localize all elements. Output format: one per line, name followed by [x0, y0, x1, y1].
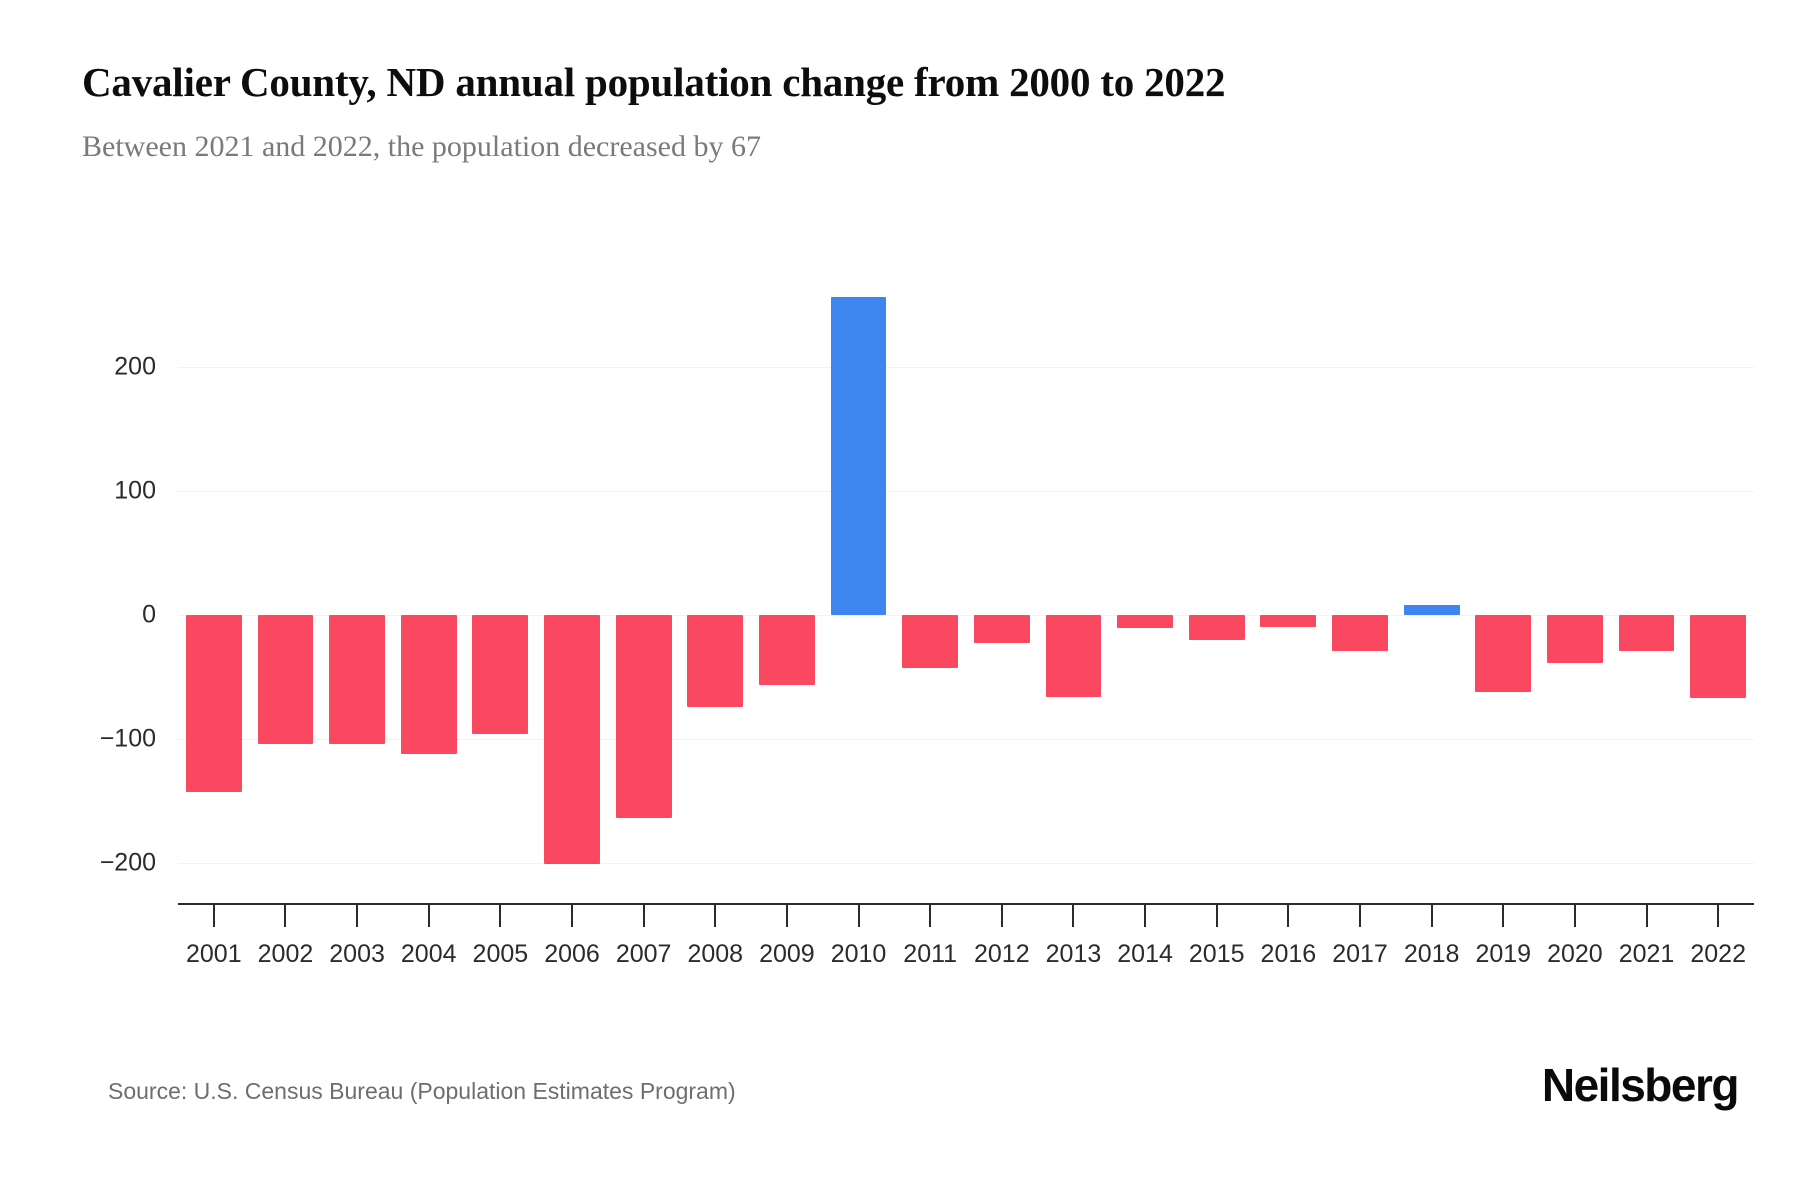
- bar-2008[interactable]: [687, 614, 744, 707]
- bar-2002[interactable]: [257, 614, 314, 744]
- y-axis-label--100: −100: [99, 724, 156, 753]
- bar-2018[interactable]: [1403, 604, 1460, 615]
- x-axis-line: [178, 903, 1754, 905]
- page-title: Cavalier County, ND annual population ch…: [82, 59, 1226, 105]
- x-axis-tick-2010: [857, 905, 860, 927]
- x-axis-tick-2021: [1645, 905, 1648, 927]
- x-axis-label-2014: 2014: [1117, 940, 1173, 968]
- x-axis-tick-2004: [427, 905, 430, 927]
- x-axis-label-2003: 2003: [329, 940, 385, 968]
- x-axis-tick-2013: [1072, 905, 1075, 927]
- bar-2015[interactable]: [1188, 614, 1245, 640]
- bar-2020[interactable]: [1546, 614, 1603, 664]
- gridline-0: [178, 614, 1754, 616]
- source-note: Source: U.S. Census Bureau (Population E…: [108, 1078, 736, 1104]
- bar-2019[interactable]: [1475, 614, 1532, 692]
- x-axis-label-2012: 2012: [974, 940, 1030, 968]
- bar-2004[interactable]: [400, 614, 457, 754]
- x-axis-label-2004: 2004: [400, 940, 457, 968]
- gridline--100: [178, 738, 1754, 740]
- y-axis-label-200: 200: [114, 352, 156, 381]
- x-axis-label-2006: 2006: [544, 940, 600, 968]
- y-axis-label-100: 100: [114, 476, 156, 505]
- x-axis-tick-2001: [212, 905, 215, 927]
- x-axis-tick-2022: [1717, 905, 1720, 927]
- x-axis-label-2015: 2015: [1188, 940, 1245, 968]
- x-axis-tick-2017: [1359, 905, 1361, 927]
- bar-2007[interactable]: [615, 614, 672, 819]
- brand-logo: Neilsberg: [1541, 1059, 1740, 1111]
- x-axis-label-2005: 2005: [472, 940, 529, 968]
- x-axis-tick-2008: [714, 905, 717, 927]
- x-axis-label-2021: 2021: [1618, 940, 1675, 968]
- bar-2021[interactable]: [1618, 614, 1675, 651]
- x-axis-label-2009: 2009: [759, 940, 815, 968]
- x-axis-label-2002: 2002: [257, 940, 314, 968]
- x-axis-tick-2003: [356, 905, 359, 927]
- bar-2022[interactable]: [1690, 614, 1747, 698]
- x-axis-tick-2002: [284, 905, 287, 927]
- gridline--200: [178, 862, 1754, 864]
- x-axis-label-2017: 2017: [1332, 940, 1388, 968]
- x-axis-tick-2009: [785, 905, 788, 927]
- chart-subtitle: Between 2021 and 2022, the population de…: [82, 130, 761, 163]
- x-axis-tick-2006: [571, 905, 573, 927]
- x-axis-label-2013: 2013: [1045, 940, 1102, 968]
- bar-2013[interactable]: [1045, 614, 1102, 697]
- x-axis-tick-2007: [642, 905, 645, 927]
- x-axis-tick-2014: [1144, 905, 1147, 927]
- x-axis-label-2010: 2010: [830, 940, 887, 968]
- x-axis-tick-2005: [499, 905, 502, 927]
- x-axis-label-2001: 2001: [186, 940, 242, 968]
- bar-2003[interactable]: [329, 614, 386, 744]
- bar-2001[interactable]: [185, 614, 242, 793]
- bar-2009[interactable]: [758, 614, 815, 686]
- bar-2017[interactable]: [1332, 614, 1388, 651]
- x-axis-label-2018: 2018: [1403, 940, 1460, 968]
- x-axis-label-2007: 2007: [615, 940, 672, 968]
- gridline-100: [178, 490, 1754, 492]
- bar-2016[interactable]: [1260, 614, 1317, 628]
- x-axis-label-2019: 2019: [1475, 940, 1532, 968]
- x-axis-tick-2019: [1502, 905, 1505, 927]
- x-axis-tick-2011: [929, 905, 932, 927]
- bar-2010[interactable]: [830, 297, 887, 615]
- x-axis-tick-2016: [1287, 905, 1290, 927]
- bar-2006[interactable]: [544, 614, 600, 865]
- x-axis-label-2016: 2016: [1260, 940, 1317, 968]
- bar-2011[interactable]: [902, 614, 959, 669]
- x-axis-label-2020: 2020: [1547, 940, 1603, 968]
- bar-2012[interactable]: [973, 614, 1030, 644]
- x-axis-tick-2012: [1000, 905, 1003, 927]
- plot-area: 200 100 0 −100 −200: [100, 280, 1754, 900]
- x-axis-label-2008: 2008: [687, 940, 744, 968]
- x-axis-tick-2020: [1573, 905, 1576, 927]
- bar-2014[interactable]: [1117, 614, 1174, 629]
- x-axis-tick-2015: [1215, 905, 1218, 927]
- x-axis-label-2022: 2022: [1690, 940, 1746, 968]
- bar-2005[interactable]: [472, 614, 529, 734]
- y-axis-label--200: −200: [99, 848, 156, 877]
- y-axis-label-0: 0: [142, 600, 156, 629]
- x-axis-label-2011: 2011: [903, 940, 958, 968]
- gridline-200: [178, 366, 1754, 368]
- x-axis-tick-2018: [1430, 905, 1433, 927]
